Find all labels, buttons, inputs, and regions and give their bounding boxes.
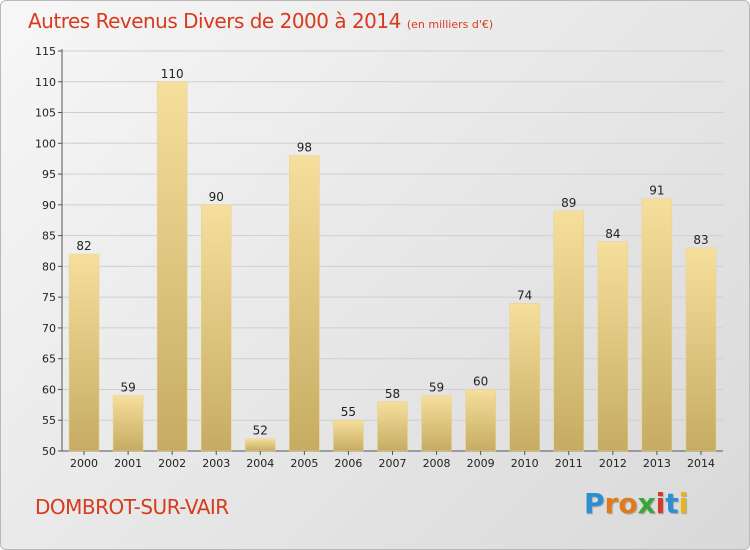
data-label-2013: 91: [649, 184, 664, 198]
x-tick-label-2011: 2011: [555, 457, 583, 470]
data-label-2000: 82: [76, 239, 91, 253]
logo-letter: r: [604, 487, 619, 520]
bar-2005: [289, 155, 320, 452]
bar-2010: [509, 303, 540, 452]
y-tick-label: 95: [42, 168, 56, 181]
x-tick-label-2004: 2004: [246, 457, 274, 470]
logo-letter: P: [584, 487, 605, 520]
x-tick-label-2008: 2008: [423, 457, 451, 470]
bar-2003: [200, 204, 232, 452]
data-label-2001: 59: [120, 381, 135, 395]
y-tick-label: 105: [35, 107, 56, 120]
x-tick-label-2007: 2007: [379, 457, 407, 470]
x-tick-label-2000: 2000: [70, 457, 98, 470]
data-label-2004: 52: [253, 424, 268, 438]
y-tick-label: 60: [42, 383, 56, 396]
x-tick-labels: 2000 2001 2002 2003 2004 2005 2006 2007 2008 2009…: [70, 451, 715, 470]
logo-letter: i: [678, 487, 689, 520]
y-tick-label: 50: [42, 445, 56, 458]
y-tick-label: 115: [35, 45, 56, 58]
x-tick-label-2006: 2006: [334, 457, 362, 470]
y-tick-label: 75: [42, 291, 56, 304]
bar-2006: [333, 419, 364, 452]
chart-title-unit: (en milliers d'€): [406, 18, 494, 31]
x-tick-label-2014: 2014: [687, 457, 715, 470]
bars: [68, 81, 717, 452]
data-label-2002: 110: [161, 67, 184, 81]
y-tick-label: 100: [35, 137, 56, 150]
logo-letter: t: [665, 487, 679, 520]
bar-2000: [68, 253, 100, 452]
bar-2002: [156, 81, 188, 452]
data-label-2010: 74: [517, 288, 532, 302]
bar-2011: [553, 210, 585, 452]
data-label-2007: 58: [385, 387, 400, 401]
x-tick-label-2013: 2013: [643, 457, 671, 470]
y-tick-label: 85: [42, 230, 56, 243]
x-tick-label-2003: 2003: [202, 457, 230, 470]
data-label-2014: 83: [693, 233, 708, 247]
x-tick-label-2010: 2010: [511, 457, 539, 470]
data-label-2008: 59: [429, 381, 444, 395]
bar-2012: [597, 241, 629, 452]
bar-2013: [641, 198, 673, 452]
location-label: DOMBROT-SUR-VAIR: [35, 495, 229, 519]
y-tick-label: 70: [42, 322, 56, 335]
data-labels: 82 59 110 90 52 98 55 58 59 60 74 89 84 91 83: [76, 67, 708, 438]
bar-2004: [245, 438, 276, 452]
bar-2001: [112, 395, 144, 452]
bar-2008: [421, 395, 452, 452]
x-tick-label-2012: 2012: [599, 457, 627, 470]
bar-2007: [377, 401, 408, 452]
y-tick-label: 90: [42, 199, 56, 212]
data-label-2005: 98: [297, 141, 312, 155]
chart-title: Autres Revenus Divers de 2000 à 2014 (en …: [28, 9, 493, 33]
x-tick-label-2002: 2002: [158, 457, 186, 470]
bar-2014: [685, 247, 717, 452]
chart-title-main: Autres Revenus Divers de 2000 à 2014: [28, 9, 401, 33]
y-tick-label: 110: [35, 76, 56, 89]
x-tick-label-2005: 2005: [290, 457, 318, 470]
y-tick-labels: 50 55 60 65 70 75 80 85 90 95 100 105 110 115: [35, 45, 56, 458]
proxiti-logo: Proxiti: [584, 487, 688, 520]
y-tick-label: 65: [42, 353, 56, 366]
x-tick-label-2009: 2009: [467, 457, 495, 470]
x-tick-label-2001: 2001: [114, 457, 142, 470]
data-label-2006: 55: [341, 405, 356, 419]
data-label-2009: 60: [473, 374, 488, 388]
logo-letter: o: [618, 487, 638, 520]
data-label-2003: 90: [209, 190, 224, 204]
logo-letter: x: [637, 487, 656, 520]
data-label-2012: 84: [605, 227, 620, 241]
data-label-2011: 89: [561, 196, 576, 210]
y-tick-label: 55: [42, 414, 56, 427]
logo-letter: i: [655, 487, 666, 520]
y-tick-label: 80: [42, 260, 56, 273]
bar-2009: [465, 389, 496, 452]
